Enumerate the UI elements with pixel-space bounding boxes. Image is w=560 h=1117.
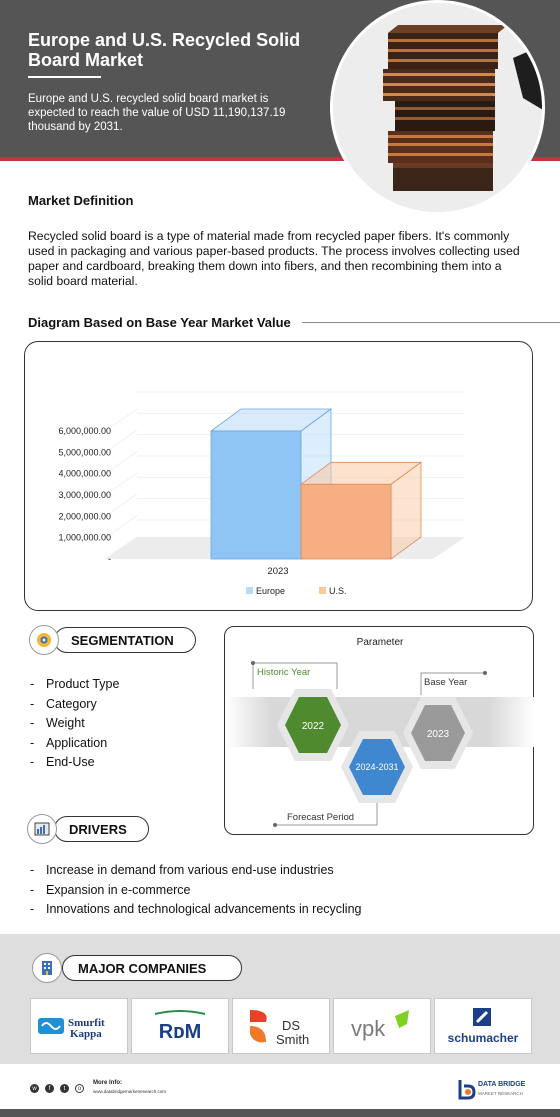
y-tick-label: 4,000,000.00 (58, 469, 111, 479)
rdm-text: RᴅM (159, 1021, 202, 1043)
grid-line (104, 493, 138, 517)
bar-chart: 6,000,000.00 5,000,000.00 4,000,000.00 3,00… (58, 391, 465, 596)
forecast-year-value: 2024-2031 (355, 762, 398, 772)
major-companies-pill: MAJOR COMPANIES (62, 955, 242, 981)
legend-swatch-us (319, 587, 326, 594)
list-item: Product Type (30, 675, 119, 695)
chart-y-ticks: 6,000,000.00 5,000,000.00 4,000,000.00 3,00… (58, 426, 111, 564)
market-definition-heading: Market Definition (28, 193, 134, 208)
title-underline (28, 76, 101, 78)
footer-bar (0, 1109, 560, 1117)
y-tick-label: 5,000,000.00 (58, 447, 111, 457)
bar-us (300, 483, 392, 560)
base-hexagon (411, 705, 465, 761)
diagram-heading: Diagram Based on Base Year Market Value (28, 315, 291, 330)
logo-vpk: vpk (333, 998, 431, 1054)
historic-year-value: 2022 (302, 721, 325, 732)
grid-line (104, 408, 138, 432)
y-tick-label: 6,000,000.00 (58, 426, 111, 436)
grid-line (104, 536, 138, 560)
legend-europe: Europe (256, 586, 285, 596)
website-link[interactable]: www.databridgemarketresearch.com (93, 1089, 167, 1094)
bar-europe (210, 430, 302, 560)
diagram-heading-rule (302, 322, 560, 323)
page-title: Europe and U.S. Recycled Solid Board Mar… (28, 30, 301, 70)
data-bridge-logo-icon (456, 1078, 476, 1100)
y-tick-label: 1,000,000.00 (58, 533, 111, 543)
major-companies-label: MAJOR COMPANIES (78, 960, 207, 976)
market-definition-text: Recycled solid board is a type of materi… (28, 229, 520, 288)
base-year-label: Base Year (424, 677, 467, 688)
list-item: Application (30, 734, 119, 754)
segmentation-list: Product Type Category Weight Application… (30, 675, 119, 773)
grid-line (104, 515, 138, 539)
list-item: Increase in demand from various end-use … (30, 861, 361, 881)
drivers-list: Increase in demand from various end-use … (30, 861, 361, 920)
list-item: End-Use (30, 753, 119, 773)
schumacher-text: schumacher (448, 1031, 519, 1045)
stacked-boards-illustration (333, 3, 542, 212)
logo-smurfit-kappa: Smurfit Kappa (30, 998, 128, 1054)
list-item: Innovations and technological advancemen… (30, 900, 361, 920)
kappa-text: Kappa (70, 1028, 102, 1040)
brand-name: DATA BRIDGE (478, 1081, 526, 1088)
grid-line (104, 451, 138, 475)
instagram-icon[interactable]: o (75, 1084, 84, 1093)
drivers-pill: DRIVERS (54, 816, 149, 842)
header-accent-line (0, 157, 560, 161)
logo-schumacher: schumacher (434, 998, 532, 1054)
forecast-period-label: Forecast Period (287, 812, 354, 823)
historic-hexagon (285, 697, 341, 753)
whatsapp-icon[interactable]: w (30, 1084, 39, 1093)
forecast-hexagon (349, 739, 405, 795)
segmentation-label: SEGMENTATION (71, 632, 174, 648)
base-year-value: 2023 (427, 729, 450, 740)
page-subtitle: Europe and U.S. recycled solid board mar… (28, 93, 286, 133)
segmentation-pill: SEGMENTATION (54, 627, 196, 653)
y-tick-label: - (108, 554, 111, 564)
y-tick-label: 3,000,000.00 (58, 490, 111, 500)
logo-ds-smith: DS Smith (232, 998, 330, 1054)
chart-bars (209, 408, 423, 560)
vpk-text: vpk (351, 1016, 386, 1041)
x-tick-label: 2023 (267, 566, 288, 577)
parameter-title: Parameter (357, 637, 404, 648)
parameter-diagram: Parameter Historic Year Base Year Foreca… (225, 637, 535, 827)
smith-text: Smith (276, 1032, 309, 1047)
ds-text: DS (282, 1018, 300, 1033)
twitter-icon[interactable]: t (60, 1084, 69, 1093)
legend-swatch-europe (246, 587, 253, 594)
list-item: Weight (30, 714, 119, 734)
hero-image (330, 0, 545, 215)
bar-chart-panel: 6,000,000.00 5,000,000.00 4,000,000.00 3,00… (24, 341, 533, 611)
legend-us: U.S. (329, 586, 347, 596)
y-tick-label: 2,000,000.00 (58, 511, 111, 521)
list-item: Category (30, 695, 119, 715)
brand-tagline: MARKET RESEARCH (478, 1091, 523, 1096)
logo-rdm: RᴅM (131, 998, 229, 1054)
more-info-label: More Info: (93, 1080, 122, 1086)
grid-line (104, 429, 138, 453)
segmentation-gear-icon (29, 625, 59, 655)
facebook-icon[interactable]: f (45, 1084, 54, 1093)
drivers-chart-icon (27, 814, 57, 844)
drivers-label: DRIVERS (69, 821, 127, 837)
smurfit-text: Smurfit (68, 1017, 105, 1029)
building-icon (32, 953, 62, 983)
list-item: Expansion in e-commerce (30, 881, 361, 901)
grid-line (104, 472, 138, 496)
historic-year-label: Historic Year (257, 667, 310, 678)
parameter-panel: Parameter Historic Year Base Year Foreca… (224, 626, 535, 835)
